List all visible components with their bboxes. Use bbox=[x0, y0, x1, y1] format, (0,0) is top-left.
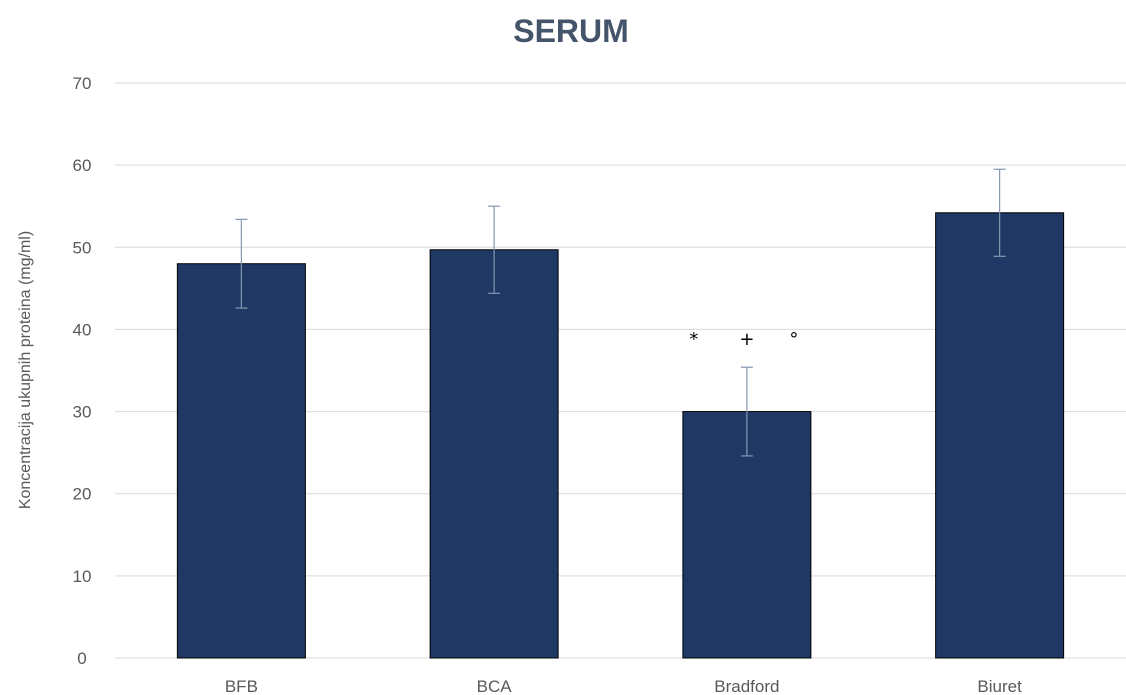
significance-marker: * bbox=[689, 329, 698, 350]
error-bar-bfb bbox=[235, 218, 248, 309]
y-axis-label: Koncentracija ukupnih proteina (mg/ml) bbox=[17, 231, 34, 509]
x-category-label: Biuret bbox=[977, 677, 1022, 695]
y-tick-label: 0 bbox=[77, 649, 86, 668]
x-category-label: BFB bbox=[225, 677, 258, 695]
y-axis-ticks: 0 10 20 30 40 50 60 70 bbox=[73, 74, 92, 668]
x-axis-categories: BFB BCA Bradford Biuret bbox=[225, 677, 1022, 695]
y-tick-label: 70 bbox=[73, 74, 92, 93]
significance-markers: * + ° bbox=[689, 329, 798, 350]
y-tick-label: 30 bbox=[73, 403, 92, 422]
bar-bfb bbox=[176, 263, 306, 659]
significance-marker: ° bbox=[789, 329, 798, 350]
significance-marker: + bbox=[739, 329, 754, 350]
chart-title: SERUM bbox=[513, 13, 629, 49]
y-tick-label: 50 bbox=[73, 238, 92, 257]
x-category-label: Bradford bbox=[714, 677, 779, 695]
error-bar-bradford bbox=[740, 366, 753, 457]
error-bars bbox=[235, 168, 1006, 457]
y-tick-label: 40 bbox=[73, 320, 92, 339]
y-tick-label: 10 bbox=[73, 567, 92, 586]
error-bar-biuret bbox=[993, 168, 1006, 257]
y-tick-label: 20 bbox=[73, 485, 92, 504]
y-tick-label: 60 bbox=[73, 156, 92, 175]
bar-biuret bbox=[935, 212, 1065, 659]
bar-bca bbox=[429, 249, 559, 659]
error-bar-bca bbox=[488, 205, 501, 294]
bars bbox=[176, 212, 1065, 659]
x-category-label: BCA bbox=[477, 677, 513, 695]
